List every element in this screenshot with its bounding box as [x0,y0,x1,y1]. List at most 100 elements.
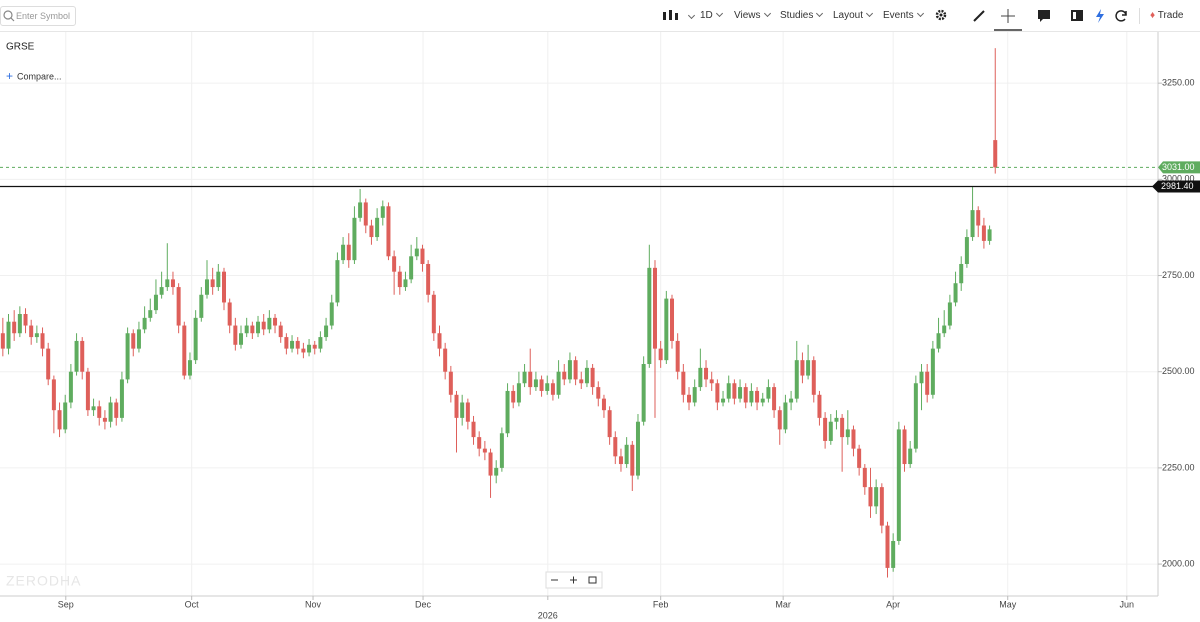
menu-label: Events [883,10,914,21]
candle-body [959,263,964,284]
grid [0,32,1158,596]
candle-body [443,348,448,372]
candle-body [964,237,969,264]
interval-menu[interactable]: 1D [700,9,723,21]
separator [1139,8,1140,24]
candle-body [244,325,249,334]
candle-body [68,371,73,403]
menu[interactable]: Views [734,9,771,21]
candle-body [777,410,782,430]
candle-body [766,387,771,399]
candle-body [295,340,300,349]
layout-icon[interactable] [1070,9,1084,23]
watermark: ZERODHA [6,573,81,589]
alert-icon[interactable] [1094,8,1106,24]
candle-body [505,390,510,434]
candle-body [749,390,754,403]
menu[interactable]: Studies [780,9,824,21]
candle-body [624,444,629,465]
refresh-icon[interactable] [1115,9,1129,23]
last-price-label: 3031.00 [1162,162,1195,172]
candle-body [119,379,124,418]
search-icon [3,10,15,22]
candle-body [284,337,289,349]
symbol-search[interactable]: Enter Symbol [0,6,76,26]
toolbar: Enter Symbol 1D Views Studies Layout Eve… [0,0,1200,32]
search-placeholder: Enter Symbol [16,11,71,21]
candle-body [845,429,850,438]
candle-body [426,263,431,295]
crosshair-icon[interactable] [1000,8,1030,24]
trade-button[interactable]: ♦ Trade [1150,10,1184,21]
candle-body [363,202,368,226]
candle-body [539,379,544,391]
candle-body [392,256,397,272]
candle-body [981,225,986,241]
candle-body [834,417,839,422]
candle-body [930,348,935,395]
candle-body [919,371,924,384]
fullscreen[interactable] [588,576,597,584]
candle-body [641,364,646,422]
candle-body [738,387,743,399]
candle-body [840,417,845,438]
candle-body [987,229,992,241]
candle-body [420,248,425,264]
candle-body [584,367,589,384]
menu[interactable]: Layout [833,9,874,21]
candle-body [176,287,181,326]
comment-icon[interactable] [1037,9,1053,23]
compare-link[interactable]: Compare... [17,71,62,81]
y-tick-label: 2000.00 [1162,558,1195,568]
candle-body [806,360,811,376]
candle-body [471,421,476,438]
candle-body [97,406,102,418]
candle-body [687,394,692,403]
menu-label: Views [734,10,761,21]
candle-body [698,367,703,388]
interval-label: 1D [700,10,713,21]
candle-body [783,402,788,430]
candle-body [635,421,640,476]
candle-body [658,348,663,361]
candle-body [726,383,731,399]
draw-icon[interactable] [972,9,988,23]
candle-body [131,333,136,349]
candle-body [397,271,402,288]
candle-body [239,333,244,345]
candle-body [516,383,521,403]
candle-body [170,279,175,288]
menu[interactable]: Events [883,9,924,21]
candle-body [12,321,17,334]
candle-body [85,371,90,411]
candle-body [369,225,374,238]
candle-body [851,429,856,449]
candle-body [721,398,726,403]
candle-body [545,383,550,391]
candle-body [902,429,907,465]
settings-icon[interactable] [935,9,961,23]
x-tick-label: Mar [775,599,791,609]
last-price-tag [1158,161,1200,174]
candle-body [182,325,187,376]
candle-body [976,210,981,226]
candle-body [465,402,470,422]
candle-body [261,321,266,330]
menu-label: Studies [780,10,814,21]
candle-body [23,314,28,326]
candle-body [817,394,822,418]
candle-body [596,387,601,399]
x-tick-label: Oct [185,599,200,609]
candle-body [431,294,436,334]
candle-body [477,437,482,449]
chart-type-icon[interactable] [662,9,680,23]
candle-body [159,287,164,295]
candle-body [789,398,794,403]
candle-body [618,456,623,465]
candle-body [913,383,918,449]
candle-body [828,421,833,441]
candle-body [743,387,748,403]
candle-body [868,487,873,507]
candle-body [607,410,612,438]
candle-body [380,206,385,218]
